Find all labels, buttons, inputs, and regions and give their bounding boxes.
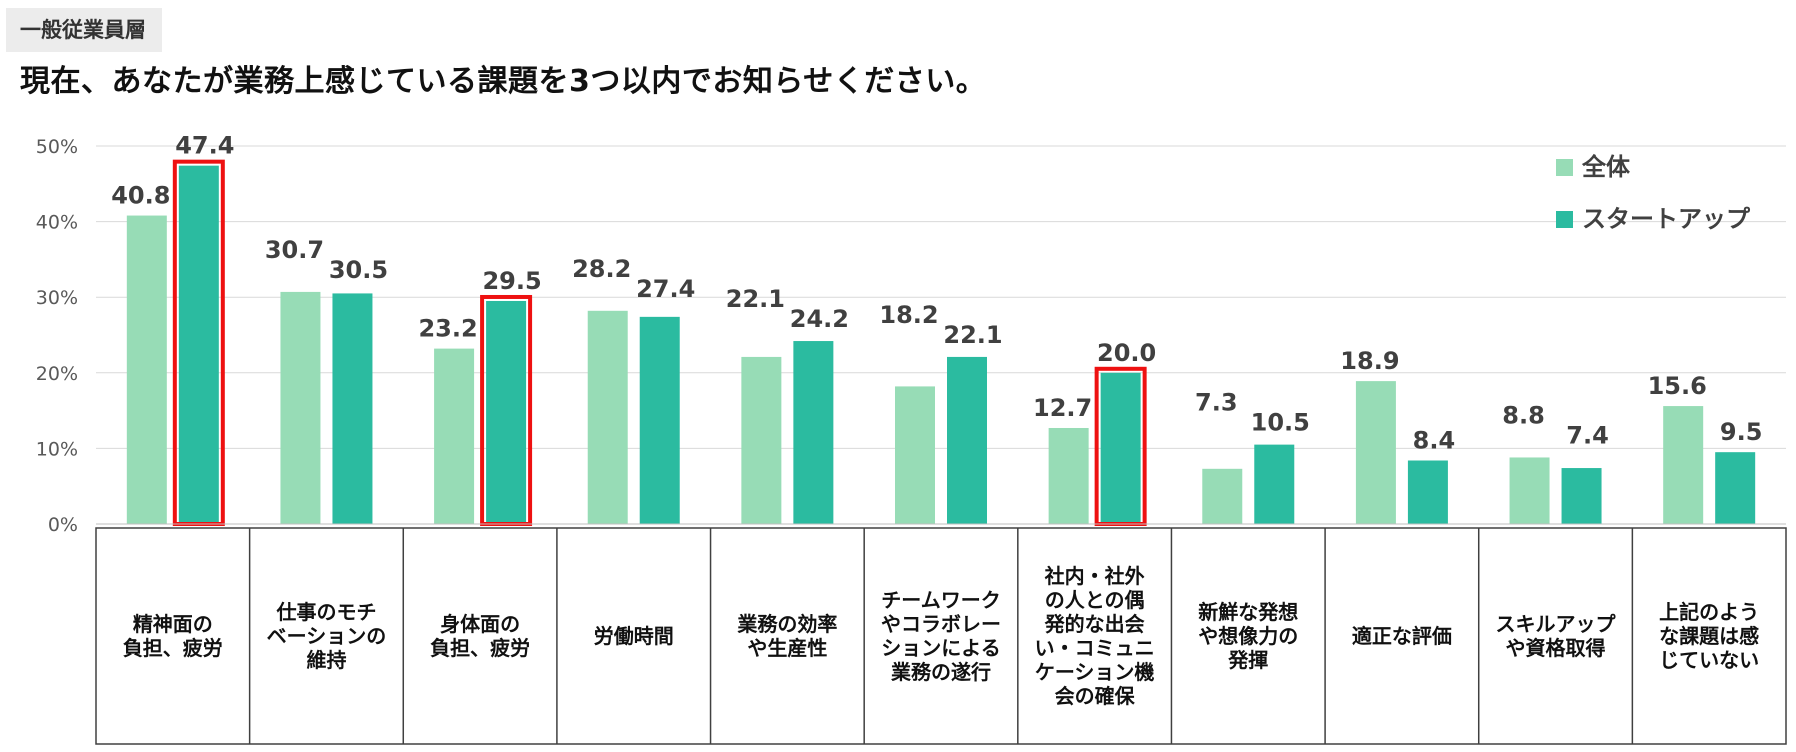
legend-swatch (1556, 159, 1573, 176)
category-table (95, 527, 1787, 745)
category-label: 仕事のモチ (275, 600, 376, 624)
data-label: 18.9 (1340, 347, 1399, 375)
data-label: 27.4 (636, 275, 695, 303)
category-label: や生産性 (747, 636, 827, 660)
data-label: 23.2 (418, 315, 477, 343)
category-label: やコラボレー (881, 612, 1001, 636)
bar (793, 341, 834, 524)
data-label: 9.5 (1720, 418, 1763, 446)
segment-tag: 一般従業員層 (6, 8, 162, 52)
bar (1202, 468, 1243, 524)
category-label: ションによる (881, 636, 1000, 660)
bar (1715, 452, 1756, 524)
category-label: 負担、疲労 (430, 636, 530, 660)
bar (587, 310, 628, 524)
data-label: 20.0 (1097, 339, 1156, 367)
data-label: 40.8 (111, 182, 170, 210)
y-tick-label: 0% (48, 514, 78, 536)
category-label: 上記のよう (1659, 600, 1759, 624)
category-label: な課題は感 (1659, 624, 1759, 648)
data-label: 28.2 (572, 255, 631, 283)
category-label: の人との偶 (1045, 588, 1145, 612)
bar (741, 356, 782, 524)
data-label: 22.1 (726, 285, 785, 313)
bar (1100, 372, 1141, 524)
category-label: 新鮮な発想 (1198, 600, 1298, 624)
bar (486, 300, 527, 524)
data-label: 30.5 (329, 256, 388, 284)
category-label: ベーションの (267, 624, 387, 648)
y-tick-label: 50% (36, 136, 78, 158)
category-label: 発的な出会 (1044, 612, 1145, 636)
data-label: 24.2 (790, 305, 849, 333)
bar (1407, 460, 1448, 524)
y-tick-label: 40% (36, 212, 78, 234)
data-label: 8.8 (1502, 401, 1545, 429)
data-label: 15.6 (1648, 372, 1707, 400)
category-label: 維持 (306, 648, 346, 672)
question-title: 現在、あなたが業務上感じている課題を3つ以内でお知らせください。 (20, 64, 987, 99)
data-label: 10.5 (1251, 409, 1310, 437)
bar (947, 356, 987, 524)
data-label: 47.4 (175, 132, 234, 160)
data-label: 7.3 (1195, 389, 1238, 417)
data-label: 22.1 (943, 321, 1002, 349)
bar (1663, 406, 1704, 524)
data-label: 12.7 (1033, 394, 1092, 422)
y-tick-label: 10% (36, 438, 78, 460)
data-label: 7.4 (1566, 421, 1609, 449)
bar (434, 348, 475, 524)
data-label: 30.7 (265, 236, 324, 264)
legend-swatch (1556, 211, 1573, 228)
bar (1048, 427, 1089, 524)
category-label: 労働時間 (594, 624, 674, 648)
bar (639, 316, 680, 524)
category-label: い・コミュニ (1035, 636, 1155, 660)
category-label: 業務の遂行 (891, 660, 991, 684)
data-label: 29.5 (482, 267, 541, 295)
category-label: スキルアップ (1496, 612, 1617, 636)
bar (332, 293, 373, 524)
category-label: じていない (1659, 648, 1759, 672)
y-tick-label: 20% (36, 363, 78, 385)
category-label: や想像力の (1198, 624, 1298, 648)
bar (178, 165, 219, 524)
data-label: 8.4 (1413, 426, 1456, 454)
category-label: や資格取得 (1506, 636, 1606, 660)
bar (280, 291, 321, 524)
category-label: 発揮 (1227, 648, 1268, 672)
category-label: 身体面の (440, 612, 520, 636)
bar (1254, 444, 1295, 524)
data-label: 18.2 (879, 301, 938, 329)
category-label: チームワーク (881, 588, 1000, 612)
category-label: 業務の効率 (737, 612, 837, 636)
legend-label: スタートアップ (1582, 205, 1751, 233)
y-tick-label: 30% (36, 287, 78, 309)
bar (1509, 457, 1550, 524)
bar (895, 386, 935, 524)
category-label: 適正な評価 (1352, 624, 1452, 648)
legend-label: 全体 (1581, 153, 1631, 181)
category-label: 会の確保 (1055, 684, 1136, 708)
bar (1561, 468, 1602, 524)
bar (126, 215, 167, 524)
bar (1355, 381, 1396, 524)
category-label: 負担、疲労 (123, 636, 223, 660)
category-label: 社内・社外 (1044, 564, 1145, 588)
category-label: 精神面の (133, 612, 213, 636)
category-label: ケーション機 (1035, 660, 1155, 684)
